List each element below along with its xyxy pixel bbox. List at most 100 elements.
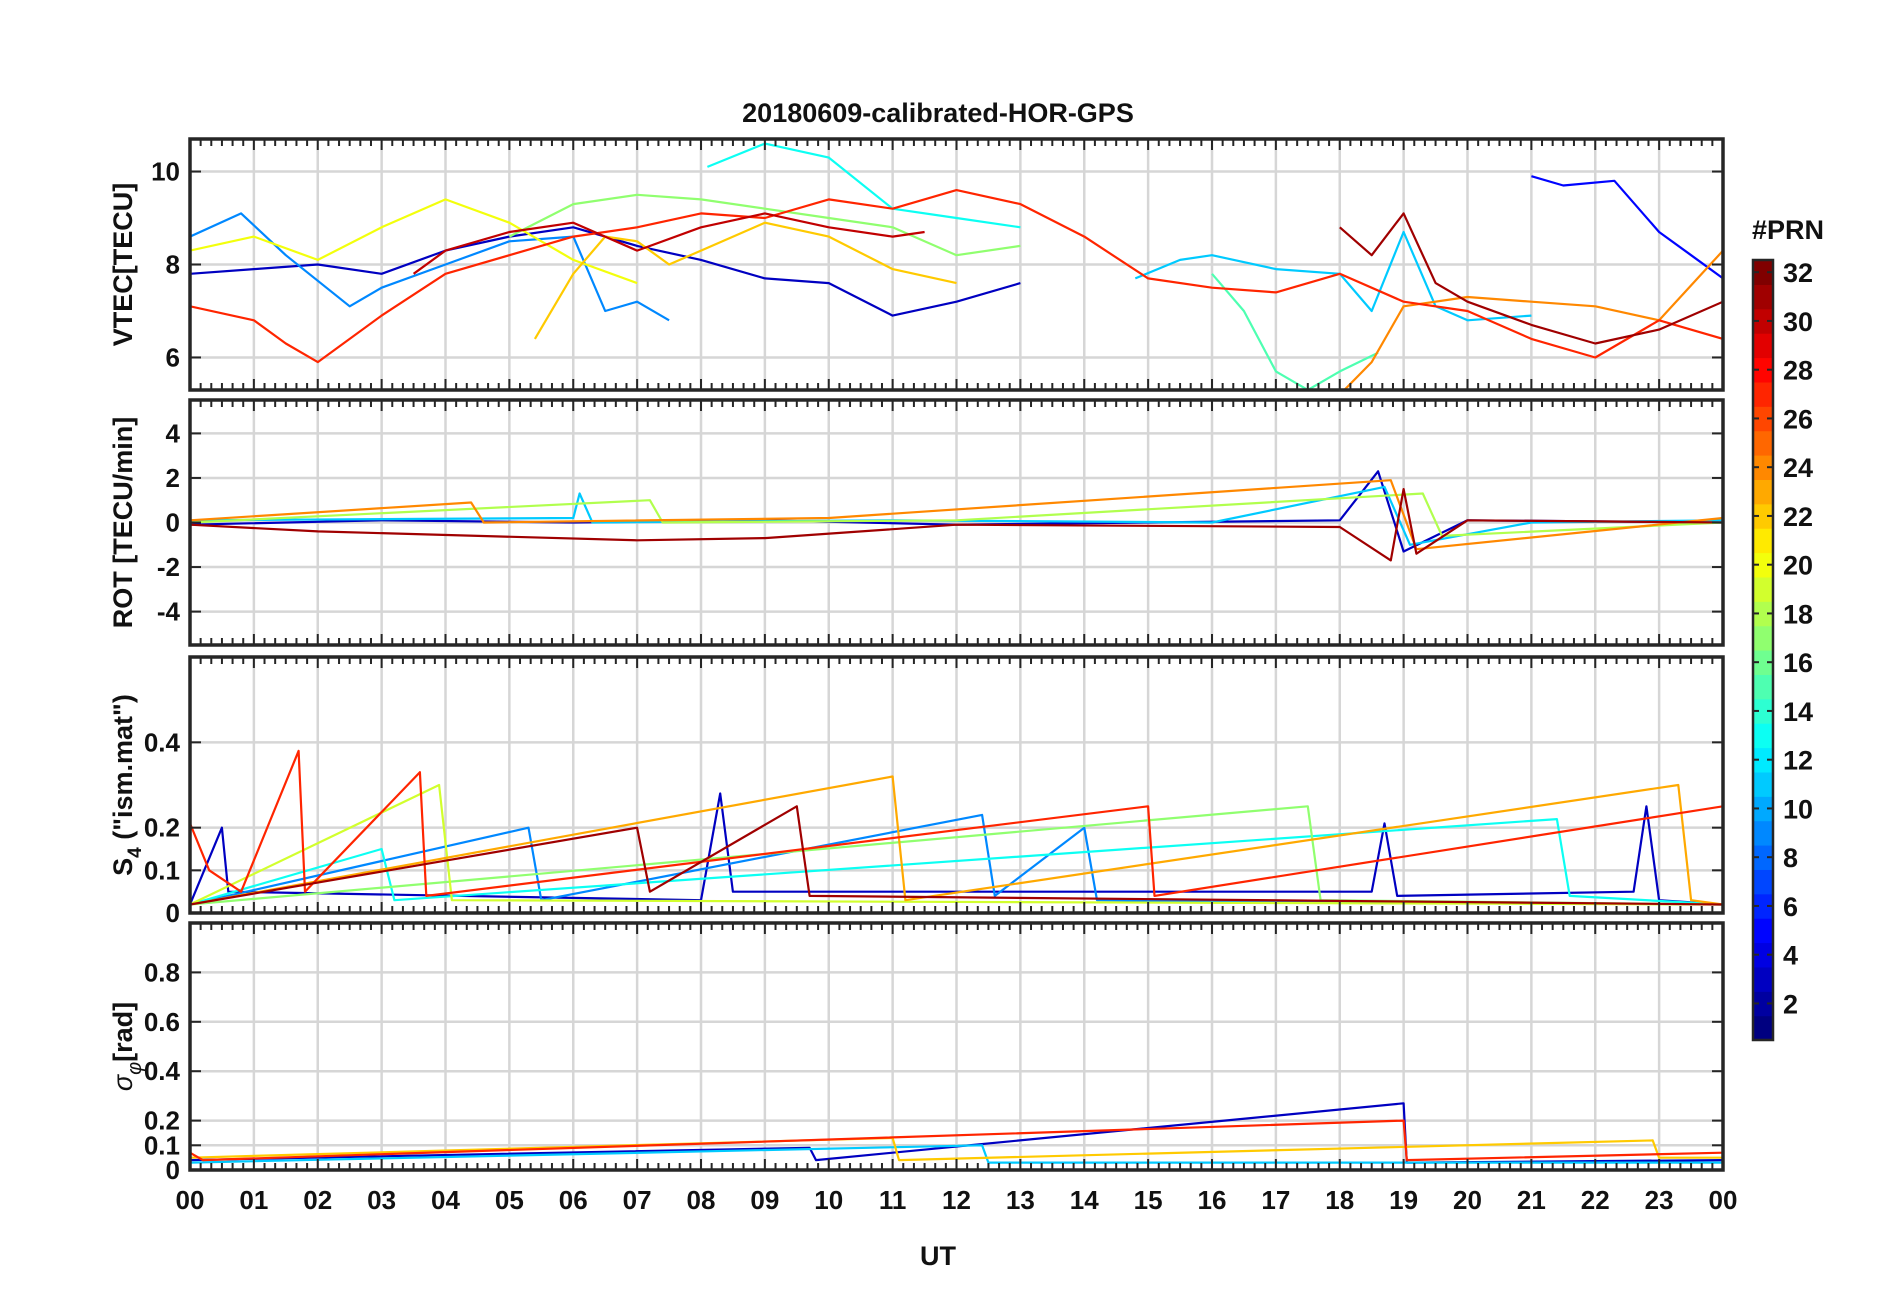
colorbar-segment [1753, 991, 1773, 1017]
colorbar-tick-label: 20 [1783, 551, 1813, 581]
x-tick-label: 04 [431, 1185, 460, 1215]
series-prn-24 [1342, 249, 1723, 390]
x-tick-label: 10 [814, 1185, 843, 1215]
series-prn-15 [1211, 273, 1379, 390]
colorbar-tick-label: 32 [1783, 258, 1813, 288]
y-tick-label: 0.1 [144, 855, 180, 885]
y-tick-label: 0 [166, 508, 180, 538]
colorbar-title: #PRN [1752, 215, 1824, 245]
colorbar-segment [1753, 455, 1773, 480]
colorbar-segment [1753, 430, 1773, 456]
colorbar-segment [1753, 406, 1773, 432]
series-prn-19 [190, 783, 1723, 906]
x-tick-label: 00 [1709, 1185, 1738, 1215]
x-tick-label: 23 [1645, 1185, 1674, 1215]
colorbar-segment [1753, 333, 1773, 359]
series-prn-3 [190, 792, 1723, 906]
colorbar-segment [1753, 284, 1773, 310]
y-tick-label: 0.2 [144, 1106, 180, 1136]
colorbar-tick-label: 22 [1783, 502, 1813, 532]
colorbar-tick-label: 30 [1783, 307, 1813, 337]
series-group [190, 142, 1723, 390]
series-prn-30 [412, 212, 925, 275]
y-tick-label: -4 [157, 597, 181, 627]
colorbar-segment [1753, 503, 1773, 529]
y-axis-label: S4 ("ism.mat") [108, 694, 146, 876]
colorbar-segment [1753, 552, 1773, 578]
colorbar-segment [1753, 650, 1773, 675]
colorbar-segment [1753, 869, 1773, 895]
y-tick-label: 8 [166, 250, 180, 280]
colorbar-segment [1753, 771, 1773, 797]
panel-s4: 0 0.1 0.2 0.4S4 ("ism.mat") [108, 655, 1725, 928]
x-tick-label: 11 [879, 1185, 907, 1215]
colorbar-segment [1753, 576, 1773, 602]
colorbar-tick-label: 14 [1783, 697, 1813, 727]
colorbar-segment [1753, 966, 1773, 992]
series-prn-9 [190, 813, 1723, 906]
colorbar-segment [1753, 698, 1773, 724]
y-tick-label: 0.8 [144, 957, 180, 987]
y-tick-label: -2 [157, 552, 180, 582]
x-tick-label: 00 [176, 1185, 205, 1215]
chart-title: 20180609-calibrated-HOR-GPS [742, 98, 1134, 128]
y-axis-label: VTEC[TECU] [108, 183, 138, 347]
x-tick-label: 12 [942, 1185, 971, 1215]
colorbar-tick-label: 24 [1783, 453, 1813, 483]
colorbar-tick-label: 2 [1783, 989, 1798, 1019]
x-tick-label: 18 [1325, 1185, 1354, 1215]
colorbar-segment [1753, 796, 1773, 822]
x-tick-label: 06 [559, 1185, 588, 1215]
colorbar-segment [1753, 845, 1773, 870]
x-tick-label: 16 [1198, 1185, 1227, 1215]
colorbar-frame [1751, 258, 1775, 1042]
y-tick-label: 6 [166, 342, 180, 372]
colorbar-tick-label: 10 [1783, 794, 1813, 824]
y-axis-label: σφ[rad] [108, 1002, 146, 1091]
series-prn-5 [1531, 175, 1723, 280]
x-tick-label: 17 [1261, 1185, 1290, 1215]
x-tick-label: 19 [1389, 1185, 1418, 1215]
series-prn-27 [190, 189, 1723, 364]
y-tick-label: 0.1 [144, 1130, 180, 1160]
colorbar-segment [1753, 820, 1773, 846]
colorbar-tick-label: 12 [1783, 746, 1813, 776]
series-prn-17 [508, 193, 1021, 257]
y-tick-label: 0.4 [144, 727, 181, 757]
colorbar-tick-label: 16 [1783, 648, 1813, 678]
x-tick-label: 05 [495, 1185, 524, 1215]
series-prn-31 [190, 488, 1723, 562]
y-tick-label: 10 [151, 157, 180, 187]
panel-rot: -4 -2 0 2 4 ROT [TECU/min] [108, 398, 1725, 647]
colorbar-tick-label: 4 [1783, 941, 1798, 971]
colorbar-segment [1753, 942, 1773, 968]
x-tick-label: 14 [1070, 1185, 1099, 1215]
series-prn-11 [1134, 230, 1532, 322]
y-axis-label: ROT [TECU/min] [108, 417, 138, 628]
series-prn-20 [190, 198, 638, 285]
series-group [190, 1102, 1723, 1164]
x-tick-label: 13 [1006, 1185, 1035, 1215]
x-tick-label: 15 [1134, 1185, 1163, 1215]
colorbar-tick-label: 6 [1783, 892, 1798, 922]
x-axis-label: UT [920, 1241, 956, 1271]
colorbar-segment [1753, 528, 1773, 554]
series-prn-31 [1339, 212, 1723, 345]
x-tick-label: 02 [303, 1185, 332, 1215]
x-tick-label: 03 [367, 1185, 396, 1215]
series-prn-27 [190, 1119, 1723, 1162]
y-tick-label: 0.2 [144, 813, 180, 843]
colorbar-segment [1753, 357, 1773, 383]
series-prn-22 [533, 221, 957, 340]
colorbar-segment [1753, 918, 1773, 944]
series-prn-23 [190, 775, 1723, 906]
y-tick-label: 0 [166, 1155, 180, 1185]
colorbar-segment [1753, 625, 1773, 651]
colorbar-segment [1753, 308, 1773, 334]
y-tick-label: 4 [166, 418, 181, 448]
colorbar-segment [1753, 723, 1773, 749]
colorbar-segment [1753, 260, 1773, 285]
series-prn-11 [190, 1144, 1723, 1164]
